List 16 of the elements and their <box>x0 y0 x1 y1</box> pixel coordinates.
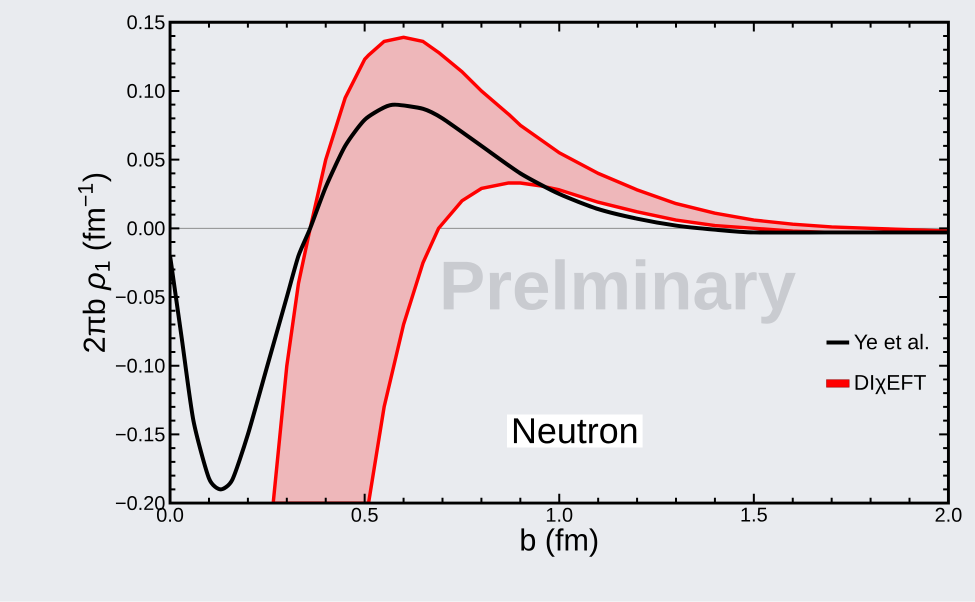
x-tick-label: 1.5 <box>742 508 767 522</box>
legend-label: DIχEFT <box>856 375 926 394</box>
x-tick-label: 2.0 <box>936 508 962 522</box>
y-tick-label: 0.05 <box>127 152 165 167</box>
x-tick-label: 0.5 <box>352 508 378 522</box>
y-tick-label: 0.00 <box>127 221 165 236</box>
y-axis-title: 2πb ρ$_{1}$ (fm$^{−1}$) <box>78 174 112 352</box>
annotation: Neutron <box>514 418 636 444</box>
legend-label: Ye et al. <box>854 334 928 350</box>
y-tick-label: 0.15 <box>127 15 165 30</box>
y-tick-label: −0.10 <box>116 358 165 373</box>
y-tick-label: 0.10 <box>127 84 165 98</box>
x-tick-label: 1.0 <box>546 508 572 522</box>
x-axis-title: b (fm) <box>521 528 598 557</box>
y-tick-label: −0.15 <box>116 427 165 442</box>
y-tick-label: −0.05 <box>116 290 165 304</box>
